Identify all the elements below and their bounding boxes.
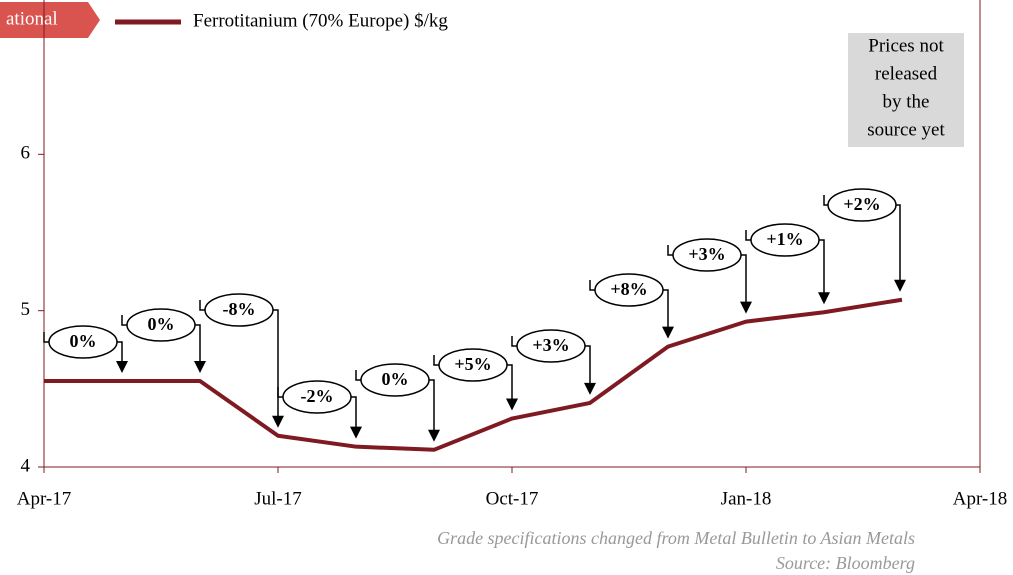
arrow-head [584,382,596,395]
annotation: +5% [454,354,491,374]
arrow-head [662,326,674,339]
arrow-head [428,429,440,442]
annotation: -2% [301,386,334,406]
arrow-head [350,426,362,439]
annotation: +1% [766,229,803,249]
annotation-bubble [594,273,664,307]
x-tick-label: Jan-18 [721,488,772,509]
arrow-head [894,279,906,292]
annotation: +3% [688,244,725,264]
annotation-bubble [360,363,430,397]
note-box [848,33,964,147]
annotation: -8% [223,299,256,319]
note-line: released [875,63,938,84]
annotation-bubble [672,238,742,272]
arrow-head [740,301,752,314]
badge-shape [0,2,100,38]
footnote: Grade specifications changed from Metal … [437,528,915,548]
annotation: 0% [70,331,97,351]
annotation-bubble [126,308,196,342]
x-tick-label: Apr-17 [17,488,72,509]
annotation: +8% [610,279,647,299]
arrow-head [116,361,128,374]
annotation-bubble [48,325,118,359]
annotation-bubble [204,293,274,327]
legend-label: Ferrotitanium (70% Europe) $/kg [193,10,448,31]
arrow-head [194,361,206,374]
arrow-head [506,398,518,411]
annotation: 0% [148,314,175,334]
annotation-bubble [516,329,586,363]
annotation-bubble [282,380,352,414]
note-line: source yet [867,119,945,140]
y-tick-label: 5 [21,299,31,320]
annotation-bubble [827,188,897,222]
annotation: +2% [843,194,880,214]
note-line: Prices not [868,35,944,56]
arrow-head [818,292,830,305]
badge: ational [6,8,58,29]
x-tick-label: Oct-17 [486,488,539,509]
arrow-head [272,415,284,428]
annotation: +3% [532,335,569,355]
annotation: 0% [382,369,409,389]
footnote: Source: Bloomberg [776,553,915,573]
series-line [44,297,903,452]
annotation-bubble [438,348,508,382]
x-tick-label: Apr-18 [953,488,1008,509]
annotation-bubble [750,223,820,257]
y-tick-label: 4 [21,455,31,476]
note-line: by the [883,91,930,112]
x-tick-label: Jul-17 [254,488,302,509]
y-tick-label: 6 [21,143,31,164]
